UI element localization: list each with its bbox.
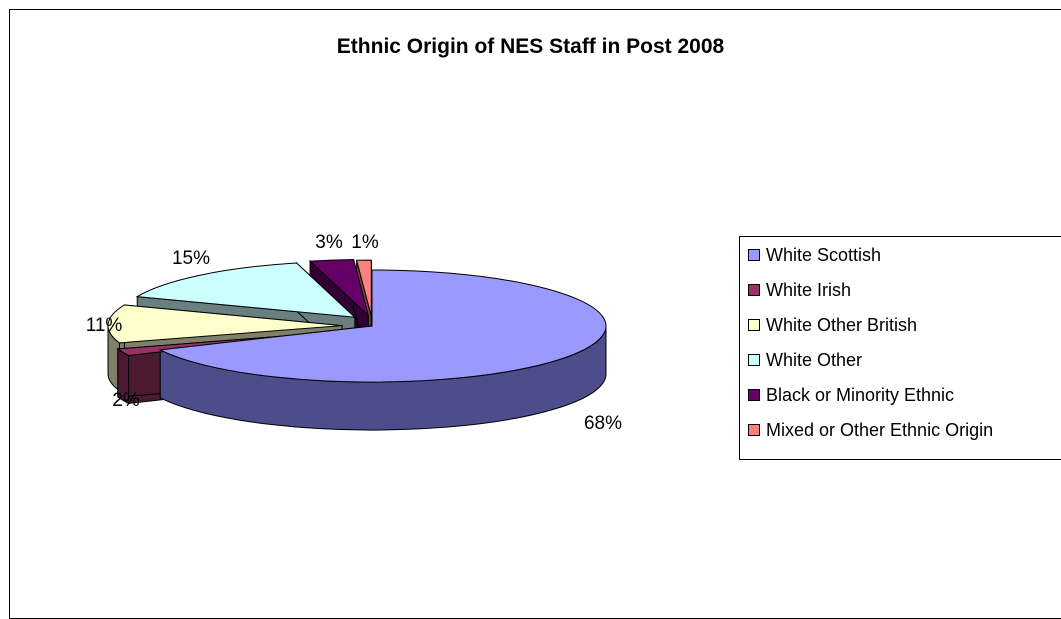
legend-item: Mixed or Other Ethnic Origin — [748, 418, 993, 442]
legend-item: White Scottish — [748, 243, 881, 267]
legend-swatch — [748, 319, 760, 331]
data-label: 11% — [86, 315, 123, 336]
data-label: 15% — [172, 248, 210, 269]
legend-swatch — [748, 424, 760, 436]
pie-slice-mixed-or-other-ethnic-origin — [355, 259, 372, 317]
pie-chart: 68% 2% 11% 15% 3% 1% — [86, 232, 622, 434]
pie-slice-white-other-british — [107, 304, 343, 344]
data-label: 3% — [315, 232, 343, 253]
pie-slice-white-scottish — [158, 269, 607, 383]
legend-label: White Other British — [766, 314, 918, 335]
legend-swatch — [748, 354, 760, 366]
legend: White Scottish White Irish White Other Bri… — [739, 236, 1061, 460]
legend-item: White Irish — [748, 278, 851, 302]
data-label: 1% — [351, 232, 379, 253]
legend-label: White Scottish — [766, 244, 882, 265]
data-label: 2% — [112, 390, 140, 411]
legend-label: Black or Minority Ethnic — [766, 384, 955, 405]
legend-label: White Other — [766, 349, 863, 370]
legend-label: White Irish — [766, 279, 852, 300]
legend-item: White Other British — [748, 313, 917, 337]
legend-swatch — [748, 249, 760, 261]
pie-slice-white-other — [135, 262, 357, 318]
data-label: 68% — [584, 413, 622, 434]
pie-slice-black-or-minority-ethnic — [308, 258, 370, 317]
legend-item: Black or Minority Ethnic — [748, 383, 954, 407]
legend-item: White Other — [748, 348, 862, 372]
legend-swatch — [748, 284, 760, 296]
chart-title: Ethnic Origin of NES Staff in Post 2008 — [336, 35, 725, 58]
legend-swatch — [748, 389, 760, 401]
legend-label: Mixed or Other Ethnic Origin — [766, 419, 994, 440]
